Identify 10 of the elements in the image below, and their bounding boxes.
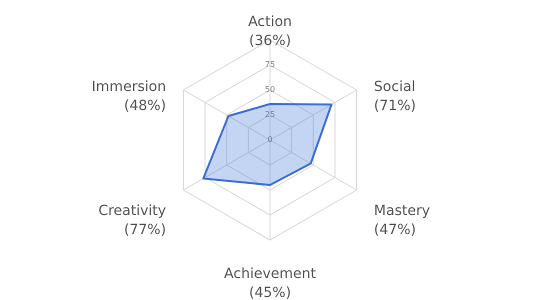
spoke-label: Immersion (48%) — [92, 79, 166, 114]
y-tick-label: 75 — [264, 60, 276, 69]
y-tick-label: 0 — [267, 135, 273, 144]
y-tick-label: 50 — [264, 85, 276, 94]
spoke-label: Action (36%) — [248, 14, 292, 49]
spoke-label: Achievement (45%) — [224, 266, 316, 300]
spoke-label: Creativity (77%) — [98, 203, 166, 238]
y-tick-label: 25 — [264, 110, 276, 119]
spoke-label: Social (71%) — [374, 79, 416, 114]
spoke-label: Mastery (47%) — [374, 203, 430, 238]
